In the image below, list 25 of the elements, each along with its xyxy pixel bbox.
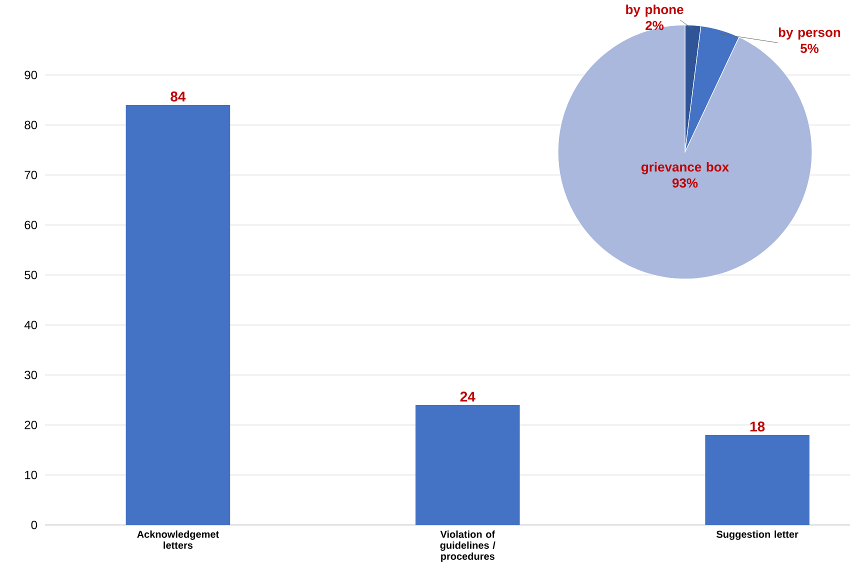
y-tick-label: 0 bbox=[31, 520, 38, 530]
bar bbox=[705, 434, 810, 525]
data-label: 18 bbox=[750, 422, 765, 432]
data-label: 5% bbox=[800, 44, 819, 53]
y-tick-label: 60 bbox=[24, 220, 38, 230]
slice-label: by phone bbox=[626, 4, 684, 17]
x-tick-label: Acknowledgemet letters bbox=[137, 530, 219, 549]
x-tick-label: Violation of guidelines / procedures bbox=[440, 530, 496, 562]
y-tick-label: 40 bbox=[24, 320, 38, 330]
y-tick-label: 10 bbox=[25, 470, 38, 480]
x-tick-label: Suggestion letter bbox=[716, 530, 798, 540]
data-label: 24 bbox=[460, 392, 476, 402]
y-tick-label: 70 bbox=[24, 170, 38, 180]
data-label: 84 bbox=[170, 92, 186, 102]
y-tick-label: 90 bbox=[24, 70, 38, 80]
bar bbox=[126, 104, 230, 525]
slice-label: grievance box bbox=[641, 162, 729, 174]
slice-label: by person bbox=[778, 27, 840, 40]
y-tick-label: 50 bbox=[24, 270, 38, 280]
bar bbox=[416, 404, 520, 525]
y-tick-label: 80 bbox=[24, 120, 38, 130]
y-tick-label: 30 bbox=[24, 370, 38, 380]
data-label: 2% bbox=[646, 20, 664, 30]
y-tick-label: 20 bbox=[24, 420, 38, 430]
data-label: 93% bbox=[672, 178, 698, 188]
